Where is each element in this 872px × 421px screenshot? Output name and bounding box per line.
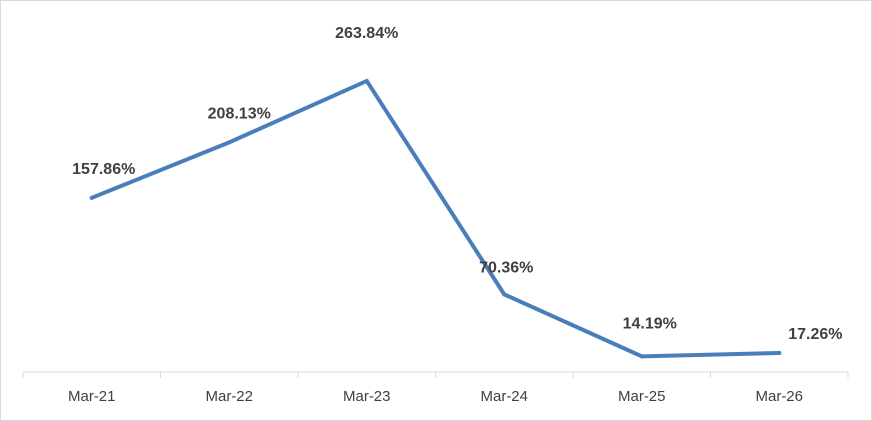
x-tick-label: Mar-26 [755, 388, 803, 405]
data-point [89, 195, 94, 200]
x-tick-label: Mar-21 [68, 388, 116, 405]
data-point [502, 292, 507, 297]
x-tick-label: Mar-22 [205, 388, 253, 405]
data-label: 263.84% [335, 25, 398, 42]
data-label: 208.13% [208, 105, 271, 122]
data-label: 14.19% [623, 315, 677, 332]
x-tick-label: Mar-24 [480, 388, 528, 405]
data-point [777, 350, 782, 355]
data-label: 70.36% [479, 259, 533, 276]
series-line [89, 78, 782, 359]
data-label: 17.26% [788, 326, 842, 343]
data-point [639, 354, 644, 359]
data-point [364, 78, 369, 83]
data-label: 157.86% [72, 161, 135, 178]
x-tick-label: Mar-23 [343, 388, 391, 405]
x-tick-label: Mar-25 [618, 388, 666, 405]
data-point [227, 140, 232, 145]
